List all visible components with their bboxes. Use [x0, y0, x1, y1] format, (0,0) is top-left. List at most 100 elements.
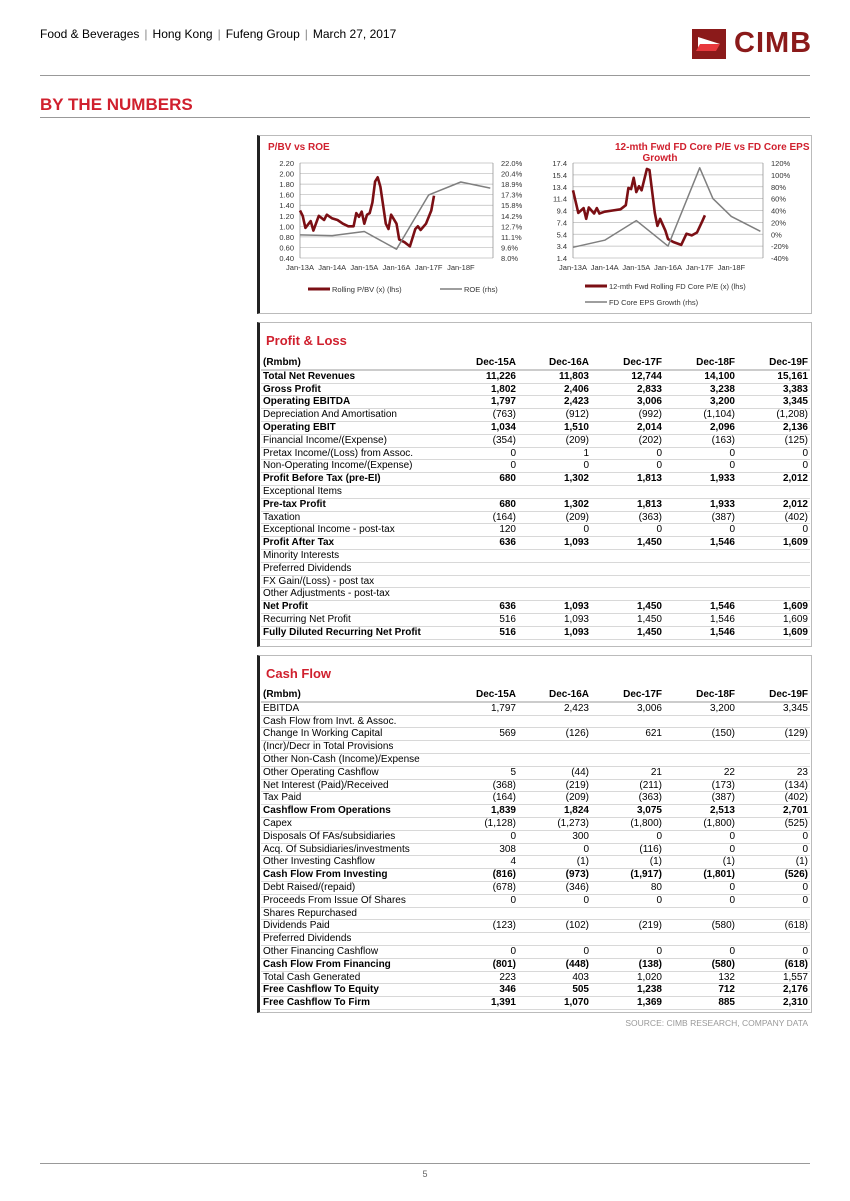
table-row: Other Financing Cashflow 0 0 0 0 0	[261, 945, 810, 959]
cell-value	[737, 907, 810, 921]
x-tick: Jan-14A	[318, 263, 346, 272]
cell-value: (1)	[737, 855, 810, 870]
cell-value: 1,391	[445, 996, 518, 1010]
cell-value: 2,136	[737, 421, 810, 435]
row-label: Depreciation And Amortisation	[261, 408, 445, 422]
cell-value: 0	[737, 894, 810, 908]
cell-value: 1,034	[445, 421, 518, 435]
cell-value	[445, 715, 518, 729]
table-row: Profit After Tax 636 1,093 1,450 1,546 1,609	[261, 536, 810, 550]
cell-value: (211)	[591, 779, 664, 793]
row-label: Financial Income/(Expense)	[261, 434, 445, 448]
cell-value	[737, 485, 810, 499]
cell-value: 0	[591, 523, 664, 538]
row-label: FX Gain/(Loss) - post tax	[261, 575, 445, 589]
cell-value	[518, 740, 591, 754]
cell-value: 0	[518, 945, 591, 959]
cell-value: 1,093	[518, 613, 591, 627]
cell-value: (44)	[518, 766, 591, 780]
cell-value	[664, 575, 737, 589]
table-header-row: (Rmbm) Dec-15A Dec-16A Dec-17F Dec-18F Dec-19…	[261, 357, 810, 371]
cell-value	[591, 715, 664, 729]
cell-value: 223	[445, 971, 518, 985]
cell-value: 1,609	[737, 600, 810, 614]
row-label: Cash Flow From Financing	[261, 958, 445, 972]
series-line-secondary	[299, 181, 491, 250]
cell-value: (1,801)	[664, 868, 737, 882]
source-note: SOURCE: CIMB RESEARCH, COMPANY DATA	[625, 1018, 808, 1028]
pe-eps-chart: 12-mth Fwd FD Core P/E vs FD Core EPSGro…	[552, 142, 809, 307]
cell-value: 1,839	[445, 804, 518, 818]
cell-value: 1,802	[445, 383, 518, 397]
cell-value: (1,917)	[591, 868, 664, 882]
row-label: Disposals Of FAs/subsidiaries	[261, 830, 445, 844]
column-header: Dec-15A	[445, 357, 518, 371]
breadcrumb-date: March 27, 2017	[312, 27, 397, 41]
table-row: Other Non-Cash (Income)/Expense	[261, 753, 810, 767]
column-header: Dec-17F	[591, 357, 664, 371]
table-row: Financial Income/(Expense) (354) (209) (202…	[261, 434, 810, 448]
cell-value	[737, 575, 810, 589]
cell-value: (102)	[518, 919, 591, 934]
cell-value: 885	[664, 996, 737, 1010]
row-label: Gross Profit	[261, 383, 445, 397]
x-tick: Jan-13A	[286, 263, 314, 272]
cell-value: 0	[518, 459, 591, 474]
cell-value: (209)	[518, 511, 591, 525]
cell-value: 0	[664, 830, 737, 844]
cell-value: 2,513	[664, 804, 737, 818]
row-label: Profit After Tax	[261, 536, 445, 550]
cell-value: (209)	[518, 434, 591, 448]
row-label: Other Operating Cashflow	[261, 766, 445, 780]
cell-value: (346)	[518, 881, 591, 895]
row-label: Tax Paid	[261, 791, 445, 806]
y-right-tick: 11.1%	[501, 233, 522, 242]
y-left-tick: 15.4	[552, 171, 567, 180]
y-right-tick: 40%	[771, 207, 786, 216]
y-right-tick: 17.3%	[501, 191, 523, 200]
cell-value: (363)	[591, 511, 664, 525]
cash-flow-table: (Rmbm) Dec-15A Dec-16A Dec-17F Dec-18F Dec-19…	[261, 689, 810, 1010]
cell-value	[518, 715, 591, 729]
row-label: Change In Working Capital	[261, 727, 445, 742]
table-header-row: (Rmbm) Dec-15A Dec-16A Dec-17F Dec-18F Dec-19…	[261, 689, 810, 703]
cell-value: 636	[445, 536, 518, 550]
profit-loss-title: Profit & Loss	[266, 333, 347, 348]
y-right-tick: 0%	[771, 230, 782, 239]
row-label: Pretax Income/(Loss) from Assoc.	[261, 447, 445, 461]
column-header: Dec-16A	[518, 689, 591, 703]
cell-value: 4	[445, 855, 518, 870]
row-label: Exceptional Items	[261, 485, 445, 499]
cell-value	[445, 753, 518, 767]
pbv-roe-chart: P/BV vs ROE 2.20 22.0% 2.00 20.4% 1.80 18.9% 1.…	[268, 142, 523, 294]
y-left-tick: 11.4	[553, 195, 567, 204]
cell-value: (138)	[591, 958, 664, 972]
y-left-tick: 0.80	[279, 233, 294, 242]
row-label: Taxation	[261, 511, 445, 525]
cell-value: 3,345	[737, 701, 810, 716]
table-row: Other Adjustments - post-tax	[261, 587, 810, 602]
table-row: Preferred Dividends	[261, 932, 810, 946]
cell-value: 0	[737, 523, 810, 538]
cell-value: 0	[664, 945, 737, 959]
cell-value: 346	[445, 983, 518, 998]
cell-value: 0	[445, 945, 518, 959]
cell-value: 12,744	[591, 369, 664, 384]
row-label: Minority Interests	[261, 549, 445, 563]
cell-value: 120	[445, 523, 518, 538]
cell-value: 1,093	[518, 536, 591, 550]
series-line-secondary	[572, 167, 761, 249]
table-row: Capex (1,128) (1,273) (1,800) (1,800) (525)	[261, 817, 810, 831]
page-number: 5	[422, 1169, 428, 1179]
cell-value: (1,128)	[445, 817, 518, 831]
cell-value: 2,014	[591, 421, 664, 435]
breadcrumb-company: Fufeng Group	[225, 27, 300, 41]
cell-value: 0	[445, 830, 518, 844]
table-row: Free Cashflow To Firm 1,391 1,070 1,369 885 2…	[261, 996, 810, 1010]
cell-value	[518, 485, 591, 499]
table-row: Pretax Income/(Loss) from Assoc. 0 1 0 0 0	[261, 447, 810, 461]
cell-value: (402)	[737, 511, 810, 525]
y-left-tick: 3.4	[557, 242, 567, 251]
cell-value: (116)	[591, 843, 664, 857]
table-row: Total Net Revenues 11,226 11,803 12,744 14,1…	[261, 369, 810, 384]
